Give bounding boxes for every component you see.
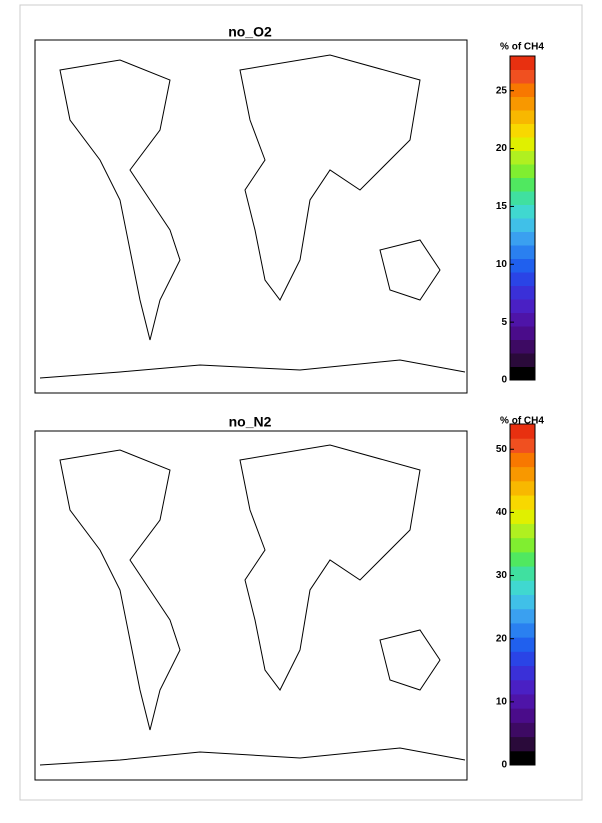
colorbar-segment xyxy=(510,537,535,553)
colorbar-label: % of CH4 xyxy=(500,416,544,427)
colorbar-segment xyxy=(510,137,535,151)
colorbar-segment xyxy=(510,191,535,205)
colorbar-segment xyxy=(510,708,535,723)
colorbar-segment xyxy=(510,580,535,595)
colorbar-segment xyxy=(510,123,535,138)
colorbar-segment xyxy=(510,693,535,709)
colorbar-segment xyxy=(510,466,535,482)
colorbar-segment xyxy=(510,551,535,567)
colorbar-segment xyxy=(510,736,535,752)
map-frame xyxy=(34,39,468,394)
panel-title: no_N2 xyxy=(229,414,272,430)
colorbar-segment xyxy=(510,339,535,354)
colorbar-segment xyxy=(510,69,535,84)
colorbar-segment xyxy=(510,353,535,367)
colorbar-tick-label: 20 xyxy=(496,633,508,644)
colorbar-segment xyxy=(510,651,535,667)
colorbar-segment xyxy=(510,258,535,273)
colorbar-segment xyxy=(510,424,535,439)
colorbar-segment xyxy=(510,622,535,638)
colorbar-tick-label: 5 xyxy=(501,317,507,328)
colorbar-segment xyxy=(510,523,535,539)
colorbar-segment xyxy=(510,285,535,300)
colorbar-tick-label: 10 xyxy=(496,259,508,270)
colorbar-segment xyxy=(510,231,535,246)
colorbar-tick-label: 25 xyxy=(496,85,508,96)
colorbar-segment xyxy=(510,594,535,610)
colorbar-segment xyxy=(510,722,535,738)
colorbar-segment xyxy=(510,177,535,192)
coastlines xyxy=(39,444,466,766)
colorbar-segment xyxy=(510,218,535,232)
colorbar-tick-label: 0 xyxy=(501,760,507,771)
panel-title: no_O2 xyxy=(228,24,272,40)
colorbar-frame xyxy=(509,423,536,766)
colorbar-segment xyxy=(510,608,535,624)
colorbar-segment xyxy=(510,312,535,327)
colorbar-frame xyxy=(509,55,536,381)
colorbar-segment xyxy=(510,480,535,496)
colorbar-segment xyxy=(510,326,535,340)
colorbar-segment xyxy=(510,204,535,219)
colorbar-segment xyxy=(510,150,535,165)
colorbar-segment xyxy=(510,509,535,524)
colorbar-segment xyxy=(510,637,535,652)
colorbar-segment xyxy=(510,56,535,70)
colorbar-segment xyxy=(510,750,535,766)
colorbar-tick-label: 15 xyxy=(496,201,508,212)
colorbar-segment xyxy=(510,299,535,313)
panel: no_N2 % of CH4 0 10 20 30 40 50 xyxy=(34,414,544,781)
colorbar-segment xyxy=(510,566,535,581)
colorbar-segment xyxy=(510,245,535,259)
colorbar-segment xyxy=(510,96,535,111)
colorbar-segment xyxy=(510,366,535,381)
colorbar-tick-label: 30 xyxy=(496,570,508,581)
colorbar-tick-label: 0 xyxy=(501,375,507,386)
colorbar-tick-label: 40 xyxy=(496,507,508,518)
colorbar-tick-label: 50 xyxy=(496,444,508,455)
colorbar-segment xyxy=(510,110,535,124)
coastlines xyxy=(39,54,466,379)
colorbar-tick-label: 20 xyxy=(496,143,508,154)
colorbar-segment xyxy=(510,452,535,468)
colorbar-label: % of CH4 xyxy=(500,42,544,53)
colorbar-segment xyxy=(510,679,535,695)
colorbar-segment xyxy=(510,83,535,97)
colorbar-segment xyxy=(510,164,535,178)
colorbar-segment xyxy=(510,272,535,286)
colorbar-segment xyxy=(510,665,535,681)
colorbar-segment xyxy=(510,495,535,510)
colorbar-segment xyxy=(510,438,535,453)
colorbar-tick-label: 10 xyxy=(496,696,508,707)
panel: no_O2 % of CH4 0 5 10 15 20 25 xyxy=(34,24,544,394)
